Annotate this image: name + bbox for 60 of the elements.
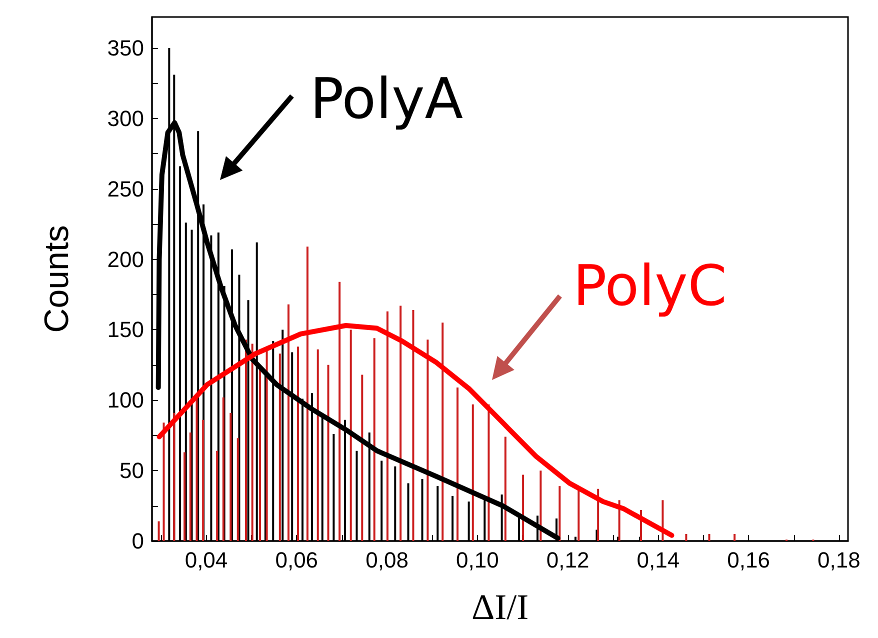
bar [230,412,232,541]
bar [456,387,459,541]
y-axis-title: Counts [38,225,76,333]
bar [472,404,474,541]
bar [216,450,218,541]
bar [504,436,506,541]
bar [373,338,376,541]
bar [685,534,688,541]
x-tick-label: 0,12 [546,548,590,572]
bar [578,488,580,541]
x-tick-label: 0,16 [727,548,770,572]
y-tick-label: 200 [107,246,144,272]
x-tick-label: 0,10 [456,548,499,572]
bar [522,474,524,541]
bar [266,350,268,541]
x-axis-title: ΔI/I [471,587,529,627]
y-tick-label: 100 [107,388,144,413]
y-tick-label: 250 [107,176,144,202]
bar [236,438,239,541]
bar [442,322,444,541]
bar [558,486,561,541]
x-tick-label: 0,04 [184,548,228,572]
bar [316,349,319,541]
bar [306,246,308,541]
bar [259,368,262,541]
x-tick-label: 0,18 [818,548,860,572]
y-tick-label: 0 [132,528,144,554]
y-tick-label: 50 [120,458,144,484]
bar [251,344,254,541]
x-tick-label: 0,08 [366,548,408,572]
bar [426,340,429,541]
bar [708,534,710,541]
bar [158,521,160,541]
bar [488,404,490,541]
y-tick-label: 150 [107,317,144,342]
bar [245,340,248,541]
bar [412,310,414,541]
legend-label: PolyA [310,67,464,132]
text: PolyC [573,254,727,319]
bar [189,432,192,541]
bar [173,412,176,541]
bar [222,397,224,541]
bar [338,282,341,541]
bar [287,304,290,541]
bar [162,422,165,541]
bar [350,330,352,541]
x-tick-label: 0,14 [636,548,680,572]
bar [386,311,388,541]
bar [361,374,364,541]
bar [296,346,299,541]
bar [202,420,204,541]
bar [278,354,281,541]
x-tick-label: 0,06 [275,548,318,572]
bar [327,364,330,541]
y-tick-label: 350 [107,35,144,60]
bar [184,452,186,541]
bar [540,470,542,541]
bar [734,534,736,541]
bar [400,306,402,541]
y-tick-label: 300 [107,106,144,131]
